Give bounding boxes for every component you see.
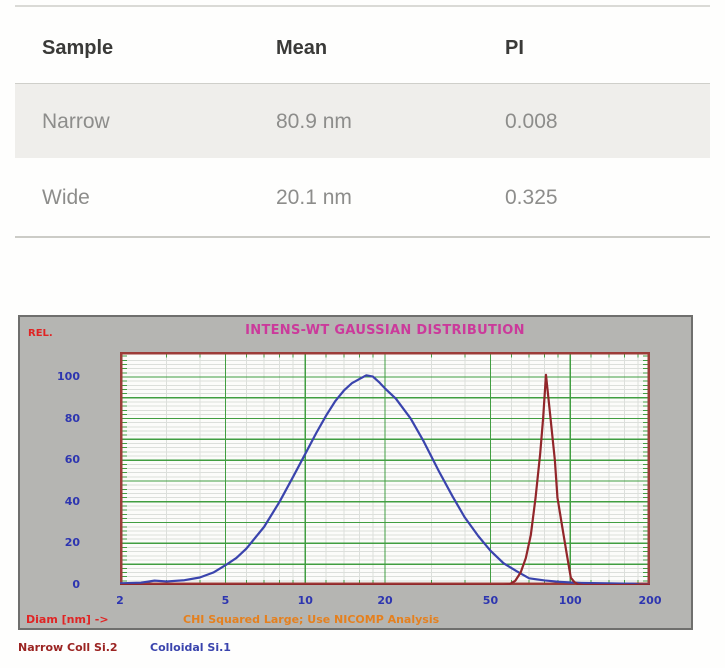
cell-mean-wide: 20.1 nm <box>276 186 352 209</box>
x-tick-label: 2 <box>116 594 124 607</box>
column-header-pi: PI <box>505 37 524 59</box>
x-tick-label: 50 <box>482 594 499 607</box>
y-tick-label: 0 <box>72 578 80 591</box>
x-tick-label: 20 <box>377 594 393 607</box>
column-header-sample: Sample <box>42 37 114 59</box>
y-tick-label: 40 <box>64 494 80 508</box>
cell-mean-narrow: 80.9 nm <box>276 110 352 133</box>
x-tick-label: 5 <box>221 594 230 607</box>
legend-item-narrow-coll-si2: Narrow Coll Si.2 <box>18 641 118 654</box>
table-top-rule <box>15 5 710 7</box>
x-tick-label: 100 <box>558 594 582 607</box>
x-tick-label: 10 <box>297 594 313 607</box>
chi-squared-status-message: CHI Squared Large; Use NICOMP Analysis <box>183 613 440 626</box>
chart-title: INTENS-WT GAUSSIAN DISTRIBUTION <box>245 323 525 338</box>
y-tick-label: 60 <box>64 453 80 467</box>
x-tick-label: 200 <box>638 594 662 607</box>
cell-sample-narrow: Narrow <box>42 110 110 133</box>
y-tick-label: 80 <box>64 411 80 425</box>
series-narrow-coll-si-2 <box>120 373 650 585</box>
series-colloidal-si-1 <box>120 374 650 585</box>
column-header-mean: Mean <box>276 37 328 59</box>
distribution-plot <box>120 352 650 585</box>
cell-pi-wide: 0.325 <box>505 186 558 209</box>
header-divider <box>15 83 710 84</box>
cell-sample-wide: Wide <box>42 186 90 209</box>
cell-pi-narrow: 0.008 <box>505 110 558 133</box>
table-bottom-rule <box>15 236 710 238</box>
legend-item-colloidal-si1: Colloidal Si.1 <box>150 641 231 654</box>
table-row-shading <box>15 84 710 158</box>
y-axis-unit-label: REL. <box>28 328 53 339</box>
y-tick-label: 20 <box>64 536 80 550</box>
chart-panel: REL. INTENS-WT GAUSSIAN DISTRIBUTION 2 5 1… <box>18 315 693 630</box>
x-axis-label: Diam [nm] -> <box>26 613 109 626</box>
y-tick-label: 100 <box>57 369 80 383</box>
